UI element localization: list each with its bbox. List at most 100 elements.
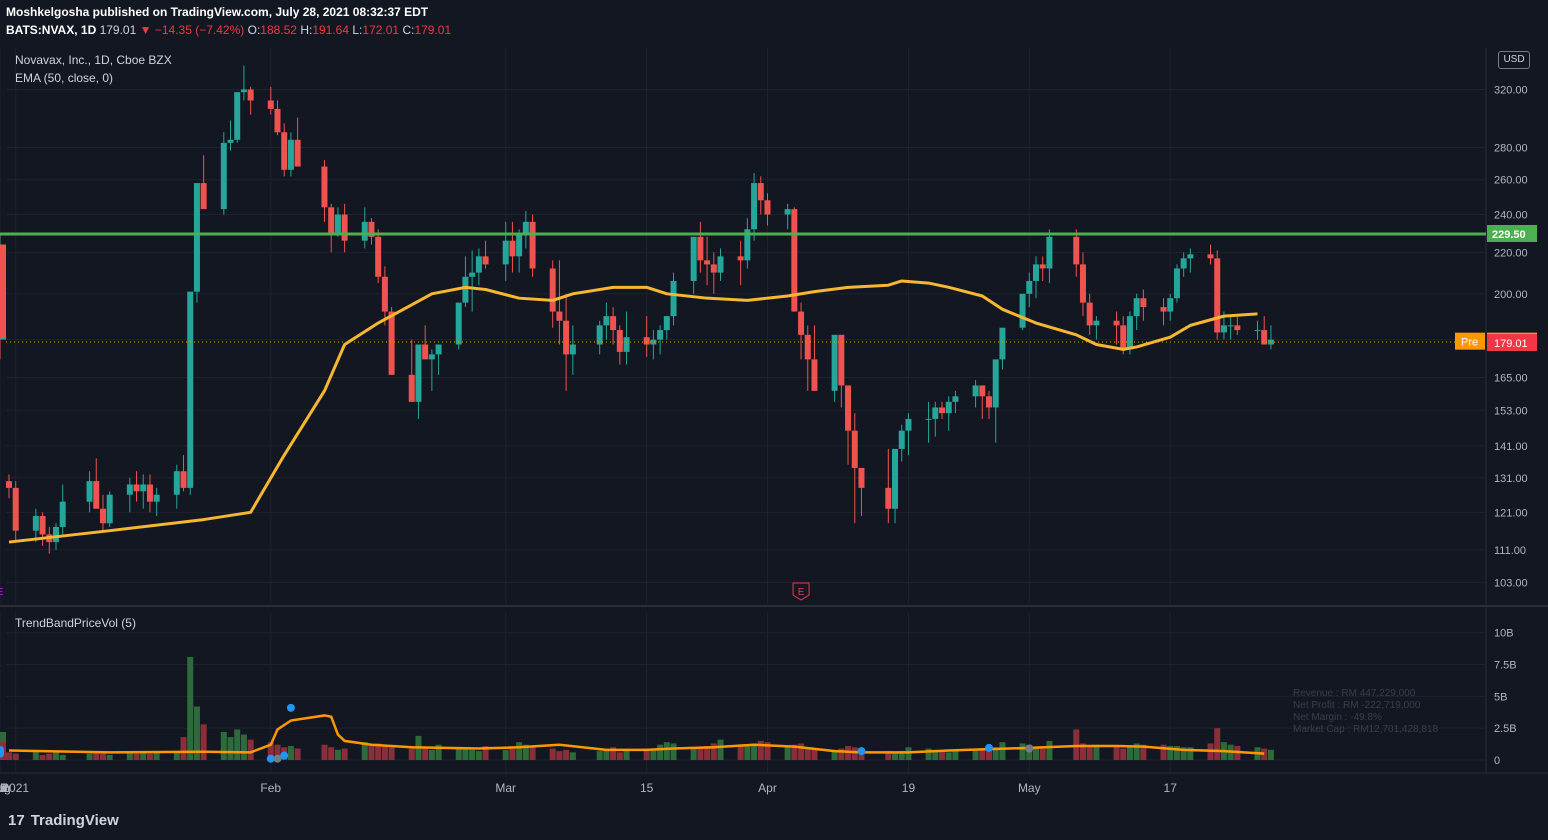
date-tick-label: Apr: [758, 781, 777, 795]
volume-bar: [1093, 744, 1100, 760]
trend-dot: [1025, 744, 1034, 753]
candle-body: [6, 481, 12, 488]
volume-bar: [784, 747, 791, 760]
candle-body: [368, 221, 375, 237]
volume-bar: [39, 754, 46, 760]
candle-body: [650, 339, 657, 345]
symbol[interactable]: BATS:NVAX, 1D: [6, 23, 97, 37]
candle-body: [939, 407, 946, 414]
volume-bar: [1160, 744, 1167, 760]
volume-bar: [1167, 746, 1174, 760]
trend-dot: [273, 754, 282, 763]
volume-bar: [180, 737, 187, 760]
candle-body: [603, 316, 610, 326]
candle-body: [1046, 236, 1053, 269]
volume-bar: [610, 747, 617, 760]
volume-bar: [751, 743, 758, 760]
candle-body: [831, 334, 838, 391]
volume-bar: [52, 752, 59, 760]
price-tick-label: 121.00: [1494, 507, 1528, 519]
volume-bar: [328, 747, 335, 760]
volume-bar: [234, 729, 241, 760]
volume-bar: [99, 753, 106, 760]
price-chart[interactable]: EEE 103.00111.00121.00131.00141.00153.00…: [0, 0, 1548, 806]
volume-bar: [556, 751, 563, 760]
candle-body: [462, 276, 469, 303]
candle-body: [516, 233, 523, 257]
volume-bar: [1126, 746, 1133, 760]
price-tick-label: 320.00: [1494, 84, 1528, 96]
pre-market-label: Pre: [1461, 337, 1478, 349]
volume-bar: [986, 749, 992, 760]
volume-bar: [193, 706, 200, 760]
price-tick-label: 153.00: [1494, 405, 1528, 417]
volume-bar: [603, 749, 610, 760]
price-tick-label: 131.00: [1494, 473, 1528, 485]
currency-button[interactable]: USD: [1498, 51, 1530, 69]
candle-body: [563, 320, 570, 355]
candle-body: [234, 92, 241, 140]
volume-bar: [1086, 746, 1093, 760]
volume-bar: [616, 752, 623, 760]
candle-body: [1214, 258, 1221, 333]
volume-tick-label: 2.5B: [1494, 723, 1517, 735]
volume-bar: [952, 751, 959, 760]
candle-body: [885, 487, 892, 509]
symbol-line: BATS:NVAX, 1D 179.01 ▼ −14.35 (−7.42%) O…: [6, 23, 451, 37]
axes: 103.00 111.00 121.00 131.00 141.00 153.00 165.…: [0, 84, 1537, 795]
volume-bar: [690, 748, 697, 760]
candle-body: [1126, 316, 1133, 350]
volume-tick-label: 0: [1494, 755, 1500, 767]
candle-body: [1026, 280, 1033, 294]
volume-bar: [737, 744, 744, 760]
candle-body: [986, 396, 992, 408]
candle-body: [32, 515, 39, 531]
volume-bar: [428, 749, 435, 760]
volume-bar: [341, 748, 348, 760]
volume-bar: [663, 742, 670, 760]
volume-tick-label: 10B: [1494, 628, 1514, 640]
candle-body: [522, 221, 529, 234]
candle-body: [670, 280, 677, 317]
volume-bar: [475, 751, 482, 760]
instrument-legend[interactable]: Novavax, Inc., 1D, Cboe BZX: [15, 53, 172, 67]
volume-bar: [200, 724, 207, 760]
candle-body: [274, 108, 281, 133]
candle-body: [610, 316, 617, 331]
candle-body: [932, 407, 939, 419]
earnings-marker-icon: [792, 582, 810, 601]
trend-dot: [985, 743, 993, 752]
volume-bar: [6, 752, 12, 760]
volume-bar: [133, 753, 140, 760]
volume-bar: [563, 749, 570, 760]
candle-body: [422, 344, 429, 360]
candle-body: [549, 268, 556, 312]
tradingview-logo[interactable]: 17 TradingView: [8, 812, 119, 829]
candle-body: [193, 183, 200, 292]
price-tick-label: 141.00: [1494, 441, 1528, 453]
candle-body: [979, 385, 986, 397]
volume-bar: [643, 748, 650, 760]
candle-body: [643, 337, 650, 345]
volume-bar: [1214, 728, 1221, 760]
down-arrow-icon: ▼: [139, 23, 152, 37]
candle-body: [1220, 325, 1227, 333]
price-tick-label: 200.00: [1494, 289, 1528, 301]
ema-legend[interactable]: EMA (50, close, 0): [15, 71, 114, 85]
market-cap-text: Market Cap : RM12,701,428,818: [1293, 724, 1439, 735]
candle-body: [784, 209, 791, 215]
candle-body: [187, 291, 194, 488]
volume-bar: [804, 747, 811, 760]
candle-body: [757, 183, 764, 201]
candle-body: [469, 272, 476, 277]
volume-bar: [153, 752, 160, 760]
candle-body: [287, 139, 294, 170]
volume-tick-label: 7.5B: [1494, 660, 1517, 672]
volume-bar: [381, 746, 388, 760]
volume-legend[interactable]: TrendBandPriceVol (5): [15, 616, 136, 630]
volume-bar: [294, 748, 301, 760]
volume-bar: [1073, 729, 1080, 760]
high-label: H:: [300, 23, 313, 37]
volume-bar: [187, 656, 194, 760]
candle-body: [220, 142, 227, 210]
